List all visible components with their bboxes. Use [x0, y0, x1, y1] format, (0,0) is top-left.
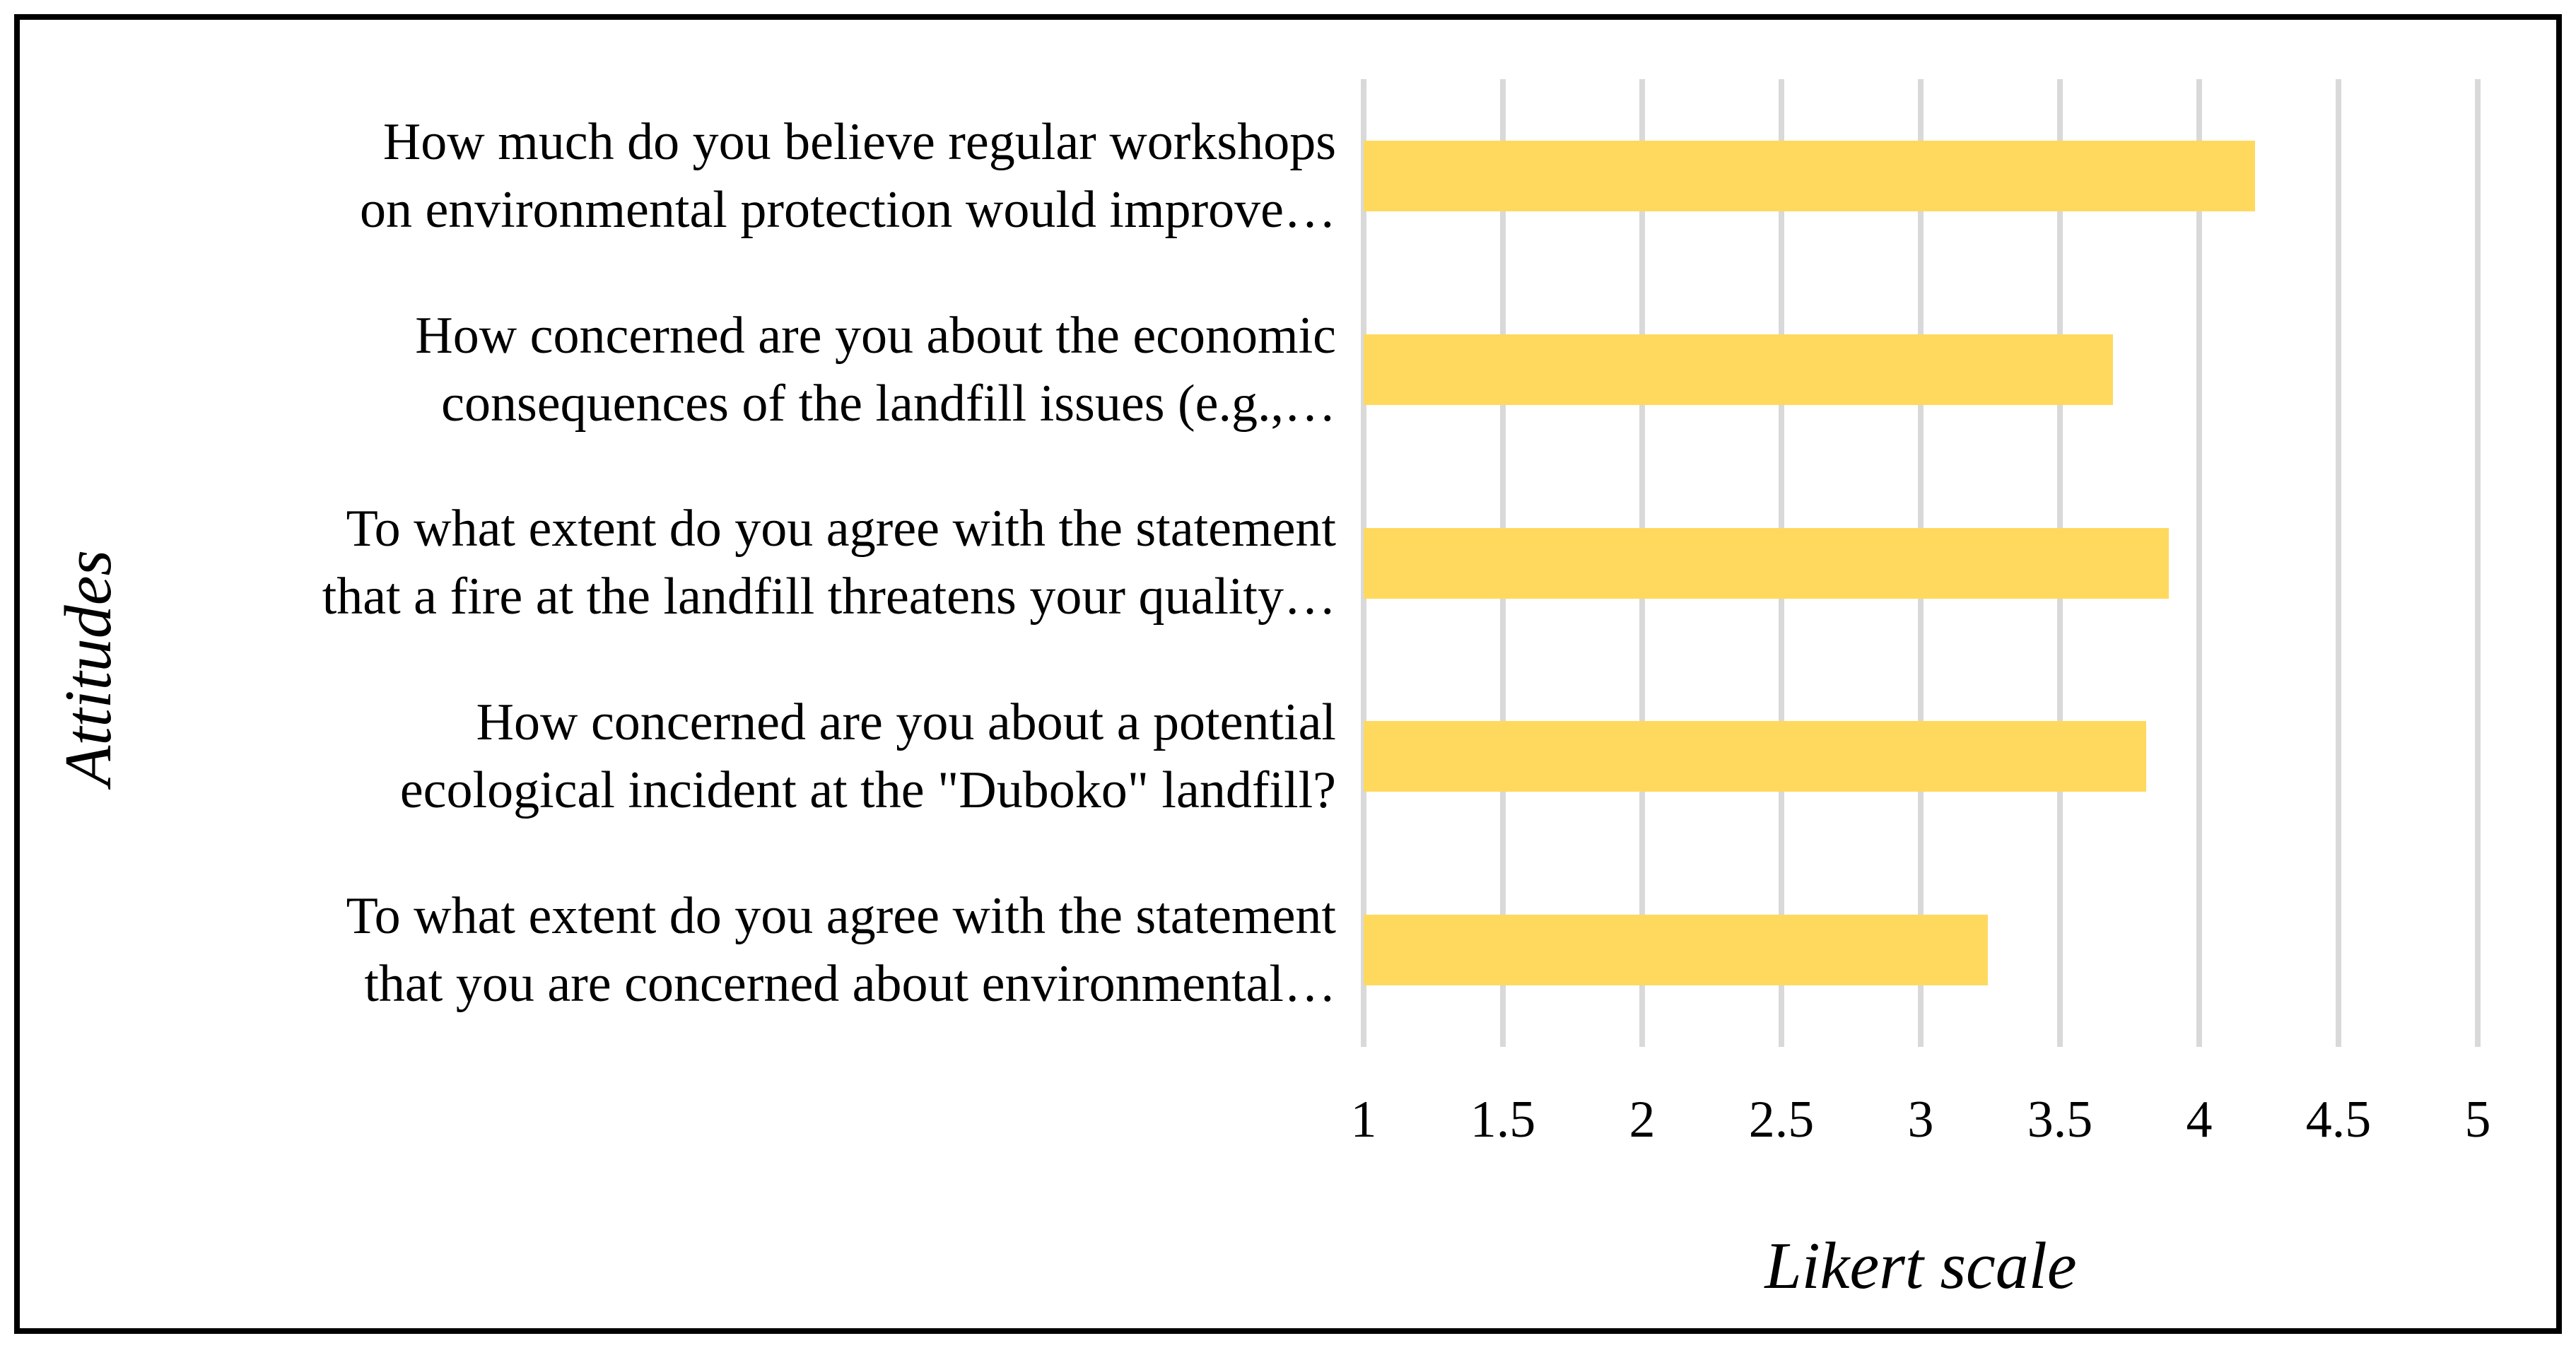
x-tick-label: 4.5	[2305, 1091, 2372, 1149]
x-tick-label: 1	[1350, 1091, 1377, 1149]
bar	[1364, 527, 2169, 599]
category-label-row: How much do you believe regular workshop…	[170, 79, 1343, 273]
bar	[1364, 140, 2255, 211]
category-label-line: on environmental protection would improv…	[359, 180, 1336, 239]
category-label-line: How much do you believe regular workshop…	[382, 112, 1336, 171]
category-label-line: ecological incident at the "Duboko" land…	[399, 761, 1336, 820]
x-tick-label: 2.5	[1748, 1091, 1815, 1149]
category-label: How concerned are you about the economic…	[415, 302, 1343, 438]
category-label: How much do you believe regular workshop…	[360, 108, 1343, 244]
gridline	[2336, 79, 2341, 1047]
x-tick-label: 5	[2464, 1091, 2491, 1149]
category-label-row: To what extent do you agree with the sta…	[170, 853, 1343, 1047]
x-tick-label: 2	[1629, 1091, 1656, 1149]
x-tick-label: 3.5	[2027, 1091, 2093, 1149]
category-label-line: To what extent do you agree with the sta…	[346, 500, 1336, 558]
x-tick-label: 4	[2186, 1091, 2213, 1149]
x-axis-tick-labels: 1 1.5 2 2.5 3 3.5 4 4.5 5	[1351, 1089, 2491, 1173]
category-label-row: How concerned are you about a potential e…	[170, 660, 1343, 853]
bar	[1364, 915, 1988, 986]
category-label-row: To what extent do you agree with the sta…	[170, 467, 1343, 660]
category-label-line: that you are concerned about environment…	[364, 955, 1336, 1014]
category-label: How concerned are you about a potential e…	[400, 688, 1343, 824]
plot-area	[1361, 79, 2481, 1047]
x-tick-label: 3	[1907, 1091, 1934, 1149]
x-axis-title: Likert scale	[1764, 1229, 2077, 1303]
category-label-line: How concerned are you about a potential	[476, 693, 1336, 752]
category-label: To what extent do you agree with the sta…	[322, 495, 1343, 631]
bar	[1364, 721, 2147, 792]
y-axis-title: Attitudes	[52, 549, 125, 787]
category-axis-labels: How much do you believe regular workshop…	[170, 79, 1343, 1047]
category-label-line: consequences of the landfill issues (e.g…	[441, 374, 1336, 433]
gridline	[2196, 79, 2202, 1047]
category-label-row: How concerned are you about the economic…	[170, 273, 1343, 467]
x-tick-label: 1.5	[1470, 1091, 1536, 1149]
category-label-line: How concerned are you about the economic	[415, 306, 1336, 365]
gridline	[2475, 79, 2481, 1047]
category-label-line: To what extent do you agree with the sta…	[346, 886, 1336, 945]
bar	[1364, 334, 2113, 405]
category-label-line: that a fire at the landfill threatens yo…	[322, 568, 1336, 626]
category-label: To what extent do you agree with the sta…	[346, 882, 1343, 1018]
